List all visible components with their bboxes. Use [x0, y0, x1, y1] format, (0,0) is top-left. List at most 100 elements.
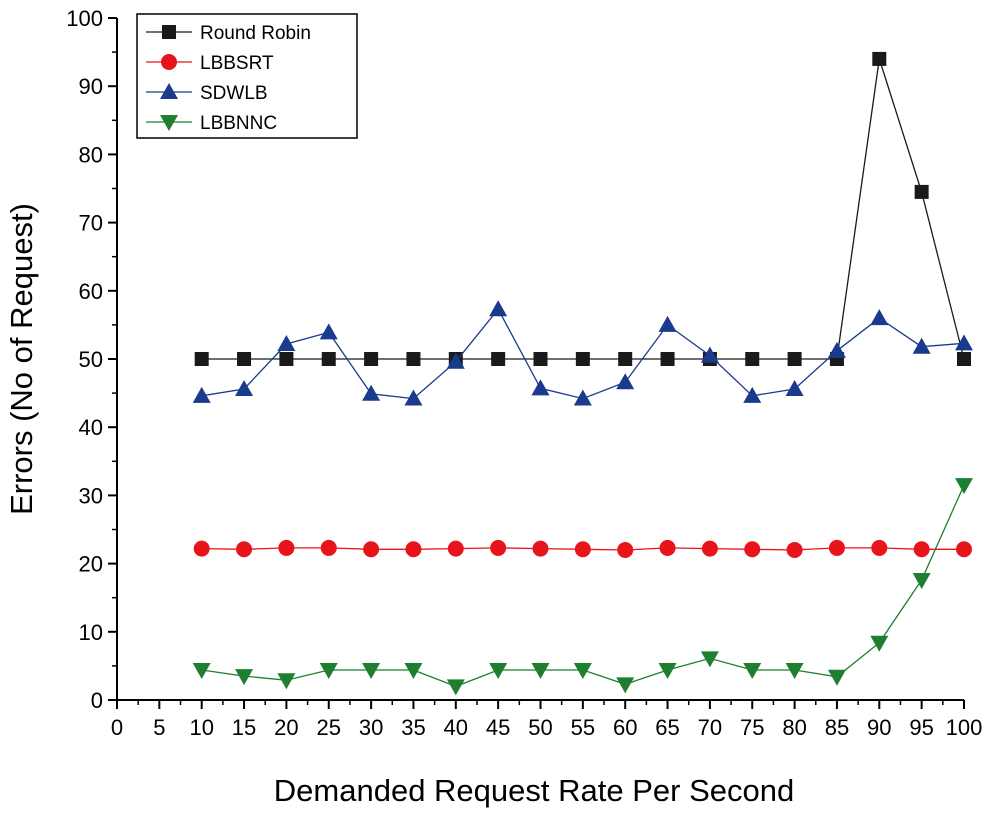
sdwlb-point — [955, 334, 973, 351]
x-tick-label: 50 — [528, 715, 552, 740]
lbbnnc-point — [277, 673, 296, 690]
sdwlb-point — [277, 334, 296, 351]
x-tick-label: 100 — [946, 715, 983, 740]
round-robin-point — [618, 352, 633, 366]
lbbnnc-point — [955, 478, 973, 495]
round-robin-point — [279, 352, 294, 366]
round-robin-point — [237, 352, 252, 366]
sdwlb-point — [658, 315, 677, 332]
y-tick-label: 100 — [66, 6, 103, 31]
x-tick-label: 95 — [909, 715, 933, 740]
lbbnnc-point — [446, 679, 465, 696]
lbbsrt-point — [744, 541, 761, 558]
x-tick-label: 25 — [317, 715, 341, 740]
lbbsrt-point — [871, 539, 888, 556]
lbbsrt-point — [320, 539, 337, 556]
x-tick-label: 30 — [359, 715, 383, 740]
lbbnnc-line — [201, 484, 965, 688]
lbbsrt-point — [447, 540, 464, 557]
x-tick-label: 90 — [867, 715, 891, 740]
legend-marker-lbbsrt — [161, 54, 177, 70]
lbbnnc-point — [404, 662, 423, 679]
lbbsrt-point — [659, 539, 676, 556]
round-robin-point — [957, 352, 971, 366]
lbbsrt-point — [363, 541, 380, 558]
x-tick-label: 10 — [189, 715, 213, 740]
legend-marker-lbbnnc — [160, 115, 178, 131]
sdwlb-point — [235, 380, 254, 397]
x-tick-label: 60 — [613, 715, 637, 740]
lbbsrt-point — [193, 540, 210, 557]
sdwlb-point — [827, 341, 846, 358]
lbbsrt-point — [786, 541, 803, 558]
round-robin-point — [660, 352, 675, 366]
sdwlb-point — [700, 346, 719, 363]
x-tick-label: 65 — [655, 715, 679, 740]
x-tick-label: 20 — [274, 715, 298, 740]
lbbnnc-point — [785, 662, 804, 679]
y-tick-label: 70 — [79, 211, 103, 236]
legend-marker-round-robin — [162, 25, 176, 39]
y-tick-label: 10 — [79, 620, 103, 645]
x-tick-label: 40 — [444, 715, 468, 740]
y-tick-label: 60 — [79, 279, 103, 304]
round-robin-point — [745, 352, 760, 366]
x-tick-label: 75 — [740, 715, 764, 740]
x-tick-label: 5 — [153, 715, 165, 740]
round-robin-point — [533, 352, 548, 366]
y-axis-title: Errors (No of Request) — [4, 203, 39, 515]
sdwlb-point — [912, 337, 931, 354]
lbbnnc-point — [489, 662, 508, 679]
lbbsrt-point — [617, 541, 634, 558]
plot-area — [192, 51, 973, 696]
y-tick-label: 80 — [79, 142, 103, 167]
lbbnnc-point — [319, 662, 338, 679]
x-axis-title: Demanded Request Rate Per Second — [274, 773, 794, 808]
lbbsrt-point — [490, 539, 507, 556]
x-tick-label: 0 — [111, 715, 123, 740]
lbbsrt-point — [701, 540, 718, 557]
legend-label-sdwlb: SDWLB — [200, 83, 268, 104]
sdwlb-point — [743, 386, 762, 403]
sdwlb-point — [616, 373, 635, 390]
sdwlb-point — [785, 380, 804, 397]
sdwlb-point — [489, 300, 508, 317]
sdwlb-point — [870, 309, 889, 326]
lbbnnc-point — [362, 662, 381, 679]
axes: 0 10 20 30 40 50 60 70 80 90 100 0 5 10 15 20 25 30 35 40 45… — [66, 6, 982, 740]
series-lbbnnc — [192, 478, 973, 696]
sdwlb-point — [573, 389, 592, 406]
lbbnnc-point — [573, 662, 592, 679]
round-robin-point — [364, 352, 379, 366]
round-robin-point — [194, 352, 209, 366]
round-robin-point — [321, 352, 336, 366]
lbbnnc-point — [531, 662, 550, 679]
y-tick-label: 50 — [79, 347, 103, 372]
legend-label-lbbnnc: LBBNNC — [200, 113, 277, 134]
series-sdwlb — [192, 300, 973, 406]
lbbsrt-point — [278, 539, 295, 556]
lbbsrt-point — [956, 541, 972, 558]
round-robin-point — [575, 352, 590, 366]
lbbnnc-point — [235, 669, 254, 686]
lbbnnc-point — [192, 662, 211, 679]
lbbnnc-point — [658, 662, 677, 679]
x-tick-label: 70 — [698, 715, 722, 740]
y-tick-label: 20 — [79, 552, 103, 577]
series-lbbsrt — [193, 539, 972, 558]
lbbsrt-point — [828, 539, 845, 556]
y-tick-label: 30 — [79, 483, 103, 508]
lbbsrt-point — [574, 541, 591, 558]
lbbsrt-point — [532, 540, 549, 557]
round-robin-point — [872, 51, 887, 66]
legend-label-round-robin: Round Robin — [200, 23, 311, 44]
round-robin-point — [914, 184, 929, 199]
sdwlb-point — [531, 379, 550, 396]
round-robin-point — [787, 352, 802, 366]
sdwlb-point — [319, 323, 338, 340]
y-tick-label: 90 — [79, 74, 103, 99]
sdwlb-point — [446, 352, 465, 369]
x-tick-label: 80 — [782, 715, 806, 740]
x-tick-label: 35 — [401, 715, 425, 740]
